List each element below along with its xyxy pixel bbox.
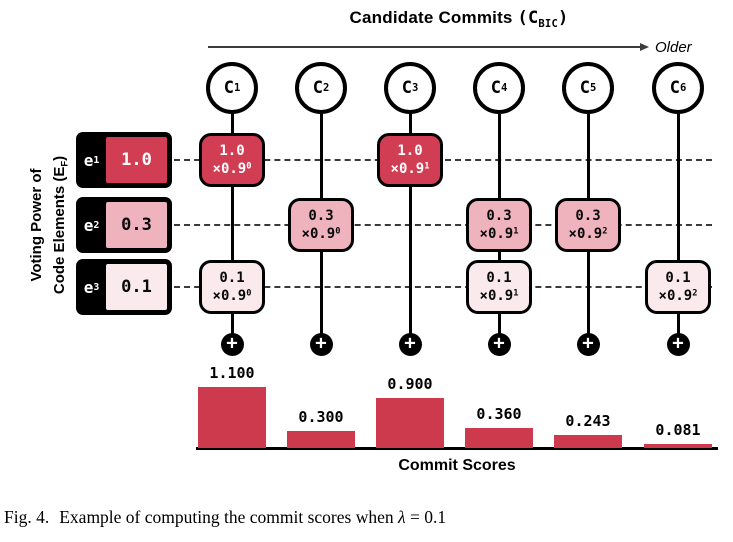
sum-plus-icon-1: + bbox=[220, 333, 244, 356]
axis-label-suffix: ) bbox=[50, 155, 68, 161]
commit-label-subscript: 6 bbox=[679, 82, 687, 94]
decay-multiplier: ×0.91 bbox=[390, 161, 430, 177]
vote-cell-c4-e2: 0.3 ×0.91 bbox=[466, 198, 532, 252]
element-voting-power-value: 0.3 bbox=[106, 202, 167, 248]
axis-label-subscript: F bbox=[59, 160, 70, 167]
figure-caption: Fig. 4. Example of computing the commit s… bbox=[4, 507, 729, 528]
vote-cell-c3-e1: 1.0 ×0.91 bbox=[377, 133, 443, 187]
score-bar-C4 bbox=[465, 428, 533, 448]
commit-label-subscript: 5 bbox=[589, 82, 597, 94]
figure-title: Candidate Commits (CBIC) bbox=[198, 8, 720, 30]
commit-label: C bbox=[669, 78, 680, 98]
vote-cell-c5-e2: 0.3 ×0.92 bbox=[555, 198, 621, 252]
vote-value: 1.0 bbox=[397, 142, 423, 159]
score-value-C5: 0.243 bbox=[565, 412, 611, 430]
sum-plus-icon-3: + bbox=[398, 333, 422, 356]
vote-value: 0.1 bbox=[219, 269, 245, 286]
vote-cell-c6-e3: 0.1 ×0.92 bbox=[645, 260, 711, 314]
vote-value: 1.0 bbox=[219, 142, 245, 159]
score-bar-C3 bbox=[376, 398, 444, 448]
element-box-e1: e 1 1.0 bbox=[76, 132, 172, 188]
score-value-C4: 0.360 bbox=[476, 405, 522, 423]
commit-label: C bbox=[401, 78, 412, 98]
element-box-e2: e 2 0.3 bbox=[76, 197, 172, 253]
score-bar-C6 bbox=[644, 444, 712, 448]
commit-stem-1 bbox=[231, 114, 234, 334]
vote-value: 0.1 bbox=[486, 269, 512, 286]
element-voting-power-value: 1.0 bbox=[106, 137, 167, 183]
score-value-C6: 0.081 bbox=[655, 421, 701, 439]
caption-text: Example of computing the commit scores w… bbox=[59, 507, 394, 527]
commit-label-subscript: 4 bbox=[500, 82, 508, 94]
sum-plus-icon-4: + bbox=[487, 333, 511, 356]
score-bar-C2 bbox=[287, 431, 355, 448]
caption-math-rest: = 0.1 bbox=[405, 507, 447, 527]
dashed-guideline-e3 bbox=[174, 286, 712, 288]
commit-stem-6 bbox=[677, 114, 680, 334]
decay-multiplier: ×0.92 bbox=[568, 226, 608, 242]
element-box-e3: e 3 0.1 bbox=[76, 259, 172, 315]
decay-multiplier: ×0.92 bbox=[658, 288, 698, 304]
chart-xlabel: Commit Scores bbox=[398, 457, 516, 474]
voting-power-axis-label: Voting Power of Code Elements (EF) bbox=[26, 125, 72, 325]
figure-title-suffix: ) bbox=[558, 8, 569, 28]
score-value-C1: 1.100 bbox=[209, 364, 255, 382]
vote-value: 0.3 bbox=[308, 207, 334, 224]
vote-cell-c1-e3: 0.1 ×0.90 bbox=[199, 260, 265, 314]
decay-multiplier: ×0.90 bbox=[301, 226, 341, 242]
decay-multiplier: ×0.90 bbox=[212, 161, 252, 177]
decay-multiplier: ×0.91 bbox=[479, 226, 519, 242]
decay-multiplier: ×0.90 bbox=[212, 288, 252, 304]
vote-cell-c2-e2: 0.3 ×0.90 bbox=[288, 198, 354, 252]
commit-label: C bbox=[490, 78, 501, 98]
dashed-guideline-e2 bbox=[174, 224, 712, 226]
sum-plus-icon-5: + bbox=[576, 333, 600, 356]
sum-plus-icon-2: + bbox=[309, 333, 333, 356]
element-voting-power-value: 0.1 bbox=[106, 264, 167, 310]
caption-lambda-symbol: λ bbox=[397, 507, 406, 527]
commit-label-subscript: 2 bbox=[322, 82, 330, 94]
score-bar-C1 bbox=[198, 387, 266, 448]
decay-multiplier: ×0.91 bbox=[479, 288, 519, 304]
commit-label: C bbox=[223, 78, 234, 98]
commit-label: C bbox=[579, 78, 590, 98]
dashed-guideline-e1 bbox=[174, 159, 712, 161]
figure-title-text: Candidate Commits bbox=[349, 8, 518, 27]
score-value-C3: 0.900 bbox=[387, 375, 433, 393]
figure-title-symbol: (C bbox=[517, 8, 539, 28]
older-label: Older bbox=[655, 39, 692, 56]
score-value-C2: 0.300 bbox=[298, 408, 344, 426]
axis-label-line1: Voting Power of bbox=[28, 168, 45, 282]
commit-label-subscript: 1 bbox=[233, 82, 241, 94]
commit-label: C bbox=[312, 78, 323, 98]
vote-cell-c1-e1: 1.0 ×0.90 bbox=[199, 133, 265, 187]
timeline-arrowhead-icon bbox=[640, 42, 649, 51]
score-bar-C5 bbox=[554, 435, 622, 448]
vote-value: 0.3 bbox=[575, 207, 601, 224]
vote-value: 0.1 bbox=[665, 269, 691, 286]
caption-fig-label: Fig. 4. bbox=[4, 507, 50, 527]
x-axis bbox=[196, 447, 718, 450]
figure-title-subscript: BIC bbox=[538, 18, 559, 31]
commit-stem-3 bbox=[409, 114, 412, 334]
vote-cell-c4-e3: 0.1 ×0.91 bbox=[466, 260, 532, 314]
vote-value: 0.3 bbox=[486, 207, 512, 224]
axis-label-line2: Code Elements (E bbox=[50, 166, 68, 295]
commit-label-subscript: 3 bbox=[411, 82, 419, 94]
timeline-arrow bbox=[208, 46, 640, 48]
sum-plus-icon-6: + bbox=[666, 333, 690, 356]
